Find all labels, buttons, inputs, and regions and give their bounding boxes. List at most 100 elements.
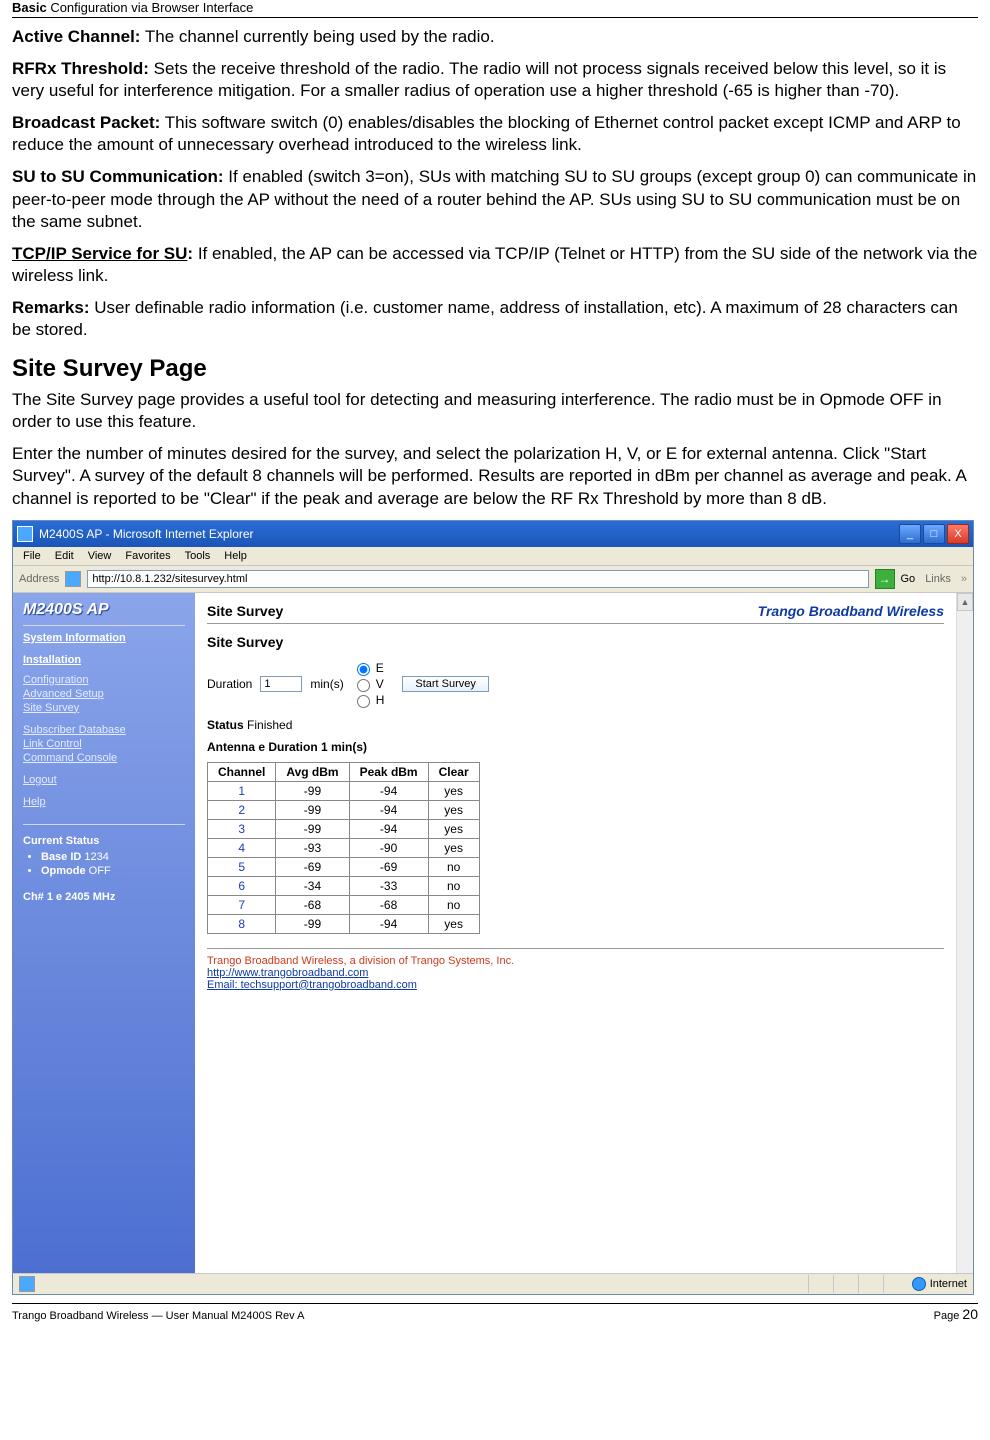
table-cell: -94 [349, 914, 428, 933]
table-cell: yes [428, 800, 479, 819]
doc-header-bold: Basic [12, 0, 47, 15]
url-input[interactable] [87, 570, 868, 588]
scroll-up-icon[interactable]: ▲ [957, 593, 973, 611]
close-button[interactable]: X [947, 524, 969, 544]
status-item: Opmode OFF [41, 865, 185, 877]
definition-para: Active Channel: The channel currently be… [12, 26, 978, 48]
statusbar: Internet [13, 1273, 973, 1294]
minimize-button[interactable]: _ [899, 524, 921, 544]
start-survey-button[interactable]: Start Survey [402, 676, 489, 692]
sidebar-brand: M2400S AP [23, 601, 185, 619]
menu-edit[interactable]: Edit [55, 550, 74, 562]
table-cell: -99 [276, 800, 349, 819]
definition-para: SU to SU Communication: If enabled (swit… [12, 166, 978, 232]
definition-para: Remarks: User definable radio informatio… [12, 297, 978, 341]
status-value: Finished [247, 718, 292, 732]
table-row: 4-93-90yes [208, 838, 480, 857]
table-cell: no [428, 876, 479, 895]
table-cell: -94 [349, 800, 428, 819]
links-label[interactable]: Links [921, 573, 955, 585]
menu-tools[interactable]: Tools [185, 550, 211, 562]
menu-favorites[interactable]: Favorites [125, 550, 170, 562]
survey-form: Duration min(s) E V H Start Survey [207, 660, 944, 708]
col-channel: Channel [208, 762, 276, 781]
nav-command-console[interactable]: Command Console [23, 752, 185, 764]
table-row: 7-68-68no [208, 895, 480, 914]
menu-help[interactable]: Help [224, 550, 247, 562]
table-row: 1-99-94yes [208, 781, 480, 800]
browser-window: M2400S AP - Microsoft Internet Explorer … [12, 520, 974, 1295]
footer-email[interactable]: Email: techsupport@trangobroadband.com [207, 979, 944, 991]
nav-configuration[interactable]: Configuration [23, 674, 185, 686]
address-label: Address [19, 573, 59, 585]
sub-title: Site Survey [207, 634, 944, 650]
table-cell: yes [428, 819, 479, 838]
menubar: File Edit View Favorites Tools Help [13, 547, 973, 566]
polarization-h[interactable]: H [352, 692, 385, 708]
status-title: Current Status [23, 835, 185, 847]
favicon-icon [65, 571, 81, 587]
nav-advanced-setup[interactable]: Advanced Setup [23, 688, 185, 700]
table-cell: 4 [208, 838, 276, 857]
page-footer-links: Trango Broadband Wireless, a division of… [207, 948, 944, 991]
section-para-2: Enter the number of minutes desired for … [12, 443, 978, 509]
definition-para: RFRx Threshold: Sets the receive thresho… [12, 58, 978, 102]
maximize-button[interactable]: □ [923, 524, 945, 544]
table-cell: 6 [208, 876, 276, 895]
statusbar-doc-icon [19, 1276, 35, 1292]
address-bar: Address → Go Links » [13, 566, 973, 593]
nav-system-info[interactable]: System Information [23, 632, 185, 644]
doc-header: Basic Configuration via Browser Interfac… [12, 0, 978, 18]
page-num: 20 [962, 1306, 978, 1322]
table-cell: no [428, 895, 479, 914]
go-label: Go [901, 573, 916, 585]
chevron-icon: » [961, 573, 967, 585]
go-button[interactable]: → [875, 569, 895, 589]
table-cell: -69 [349, 857, 428, 876]
table-row: 8-99-94yes [208, 914, 480, 933]
table-row: 6-34-33no [208, 876, 480, 895]
nav-installation[interactable]: Installation [23, 654, 185, 666]
status-item: Base ID 1234 [41, 851, 185, 863]
menu-view[interactable]: View [88, 550, 112, 562]
nav-help[interactable]: Help [23, 796, 185, 808]
table-cell: -93 [276, 838, 349, 857]
polarization-v[interactable]: V [352, 676, 385, 692]
ie-icon [17, 526, 33, 542]
table-cell: yes [428, 781, 479, 800]
duration-input[interactable] [260, 676, 302, 692]
section-title: Site Survey Page [12, 355, 978, 383]
brand-right: Trango Broadband Wireless [758, 603, 944, 619]
table-cell: 1 [208, 781, 276, 800]
polarization-e[interactable]: E [352, 660, 385, 676]
status-label: Status [207, 718, 244, 732]
nav-link-control[interactable]: Link Control [23, 738, 185, 750]
table-cell: -69 [276, 857, 349, 876]
scrollbar[interactable]: ▲ [956, 593, 973, 1273]
internet-zone-icon [912, 1277, 926, 1291]
doc-header-rest: Configuration via Browser Interface [47, 0, 254, 15]
table-cell: -99 [276, 914, 349, 933]
definition-para: TCP/IP Service for SU: If enabled, the A… [12, 243, 978, 287]
table-cell: -68 [276, 895, 349, 914]
table-cell: -99 [276, 781, 349, 800]
table-cell: 5 [208, 857, 276, 876]
nav-subscriber-db[interactable]: Subscriber Database [23, 724, 185, 736]
status-zone: Internet [930, 1278, 967, 1290]
mins-label: min(s) [310, 677, 343, 691]
menu-file[interactable]: File [23, 550, 41, 562]
nav-logout[interactable]: Logout [23, 774, 185, 786]
table-cell: -68 [349, 895, 428, 914]
table-row: 5-69-69no [208, 857, 480, 876]
definition-para: Broadcast Packet: This software switch (… [12, 112, 978, 156]
table-cell: -90 [349, 838, 428, 857]
duration-label: Duration [207, 677, 252, 691]
table-cell: -99 [276, 819, 349, 838]
table-row: 2-99-94yes [208, 800, 480, 819]
nav-site-survey[interactable]: Site Survey [23, 702, 185, 714]
table-row: 3-99-94yes [208, 819, 480, 838]
footer-url[interactable]: http://www.trangobroadband.com [207, 967, 944, 979]
col-avg-dbm: Avg dBm [276, 762, 349, 781]
section-para-1: The Site Survey page provides a useful t… [12, 389, 978, 433]
doc-footer-left: Trango Broadband Wireless — User Manual … [12, 1310, 304, 1322]
